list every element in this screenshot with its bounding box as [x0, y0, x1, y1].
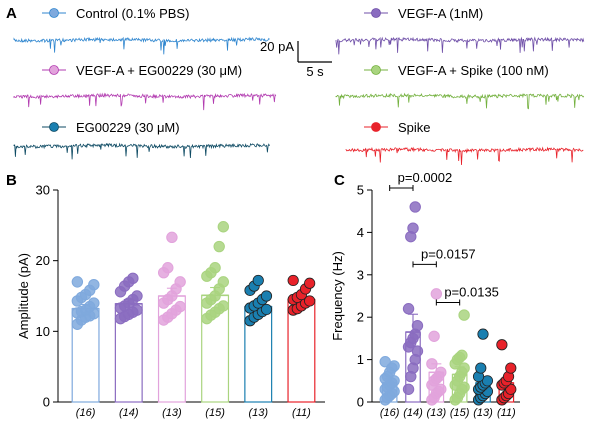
legend-label: EG00229 (30 μM): [76, 120, 180, 135]
p-value-label: p=0.0157: [421, 246, 476, 261]
data-point: [430, 288, 443, 300]
y-tick-label: 2: [357, 310, 364, 325]
trace: [13, 92, 277, 111]
data-point: [260, 290, 273, 302]
category-label: (11): [292, 407, 311, 419]
data-point: [217, 276, 230, 288]
y-tick-label: 10: [36, 324, 50, 339]
data-point: [88, 278, 100, 291]
data-point: [481, 375, 494, 387]
data-point: [428, 330, 440, 342]
legend-label: Spike: [398, 120, 431, 135]
legend-marker: [49, 65, 59, 75]
data-point: [174, 276, 186, 288]
data-point: [304, 295, 316, 307]
category-label: (13): [473, 407, 493, 419]
scale-bar-y-label: 20 pA: [260, 39, 294, 54]
data-point: [475, 362, 487, 374]
panel-label-b: B: [6, 172, 17, 189]
data-point: [131, 304, 143, 316]
panel-label-a: A: [6, 5, 17, 22]
legend-marker: [371, 8, 381, 18]
data-point: [409, 201, 421, 213]
legend-marker: [371, 122, 381, 132]
data-point: [458, 309, 470, 321]
category-label: (14): [119, 407, 139, 419]
chart-c: 0 1 2 3 4 5 Frequency (Hz) (16) (14) (13) (15) (13)…: [330, 170, 520, 419]
data-point: [379, 356, 391, 368]
data-point: [217, 221, 230, 233]
trace: [13, 142, 270, 160]
y-tick-label: 20: [36, 253, 50, 268]
data-point: [174, 300, 186, 313]
scale-bar: 20 pA 5 s: [260, 39, 332, 79]
trace: [13, 36, 270, 55]
data-point: [304, 277, 316, 289]
data-point: [260, 303, 273, 316]
data-point: [217, 300, 230, 312]
trace: [345, 146, 584, 166]
category-label: (13): [427, 407, 447, 419]
data-point: [252, 274, 264, 287]
y-tick-label: 3: [357, 267, 364, 282]
trace: [335, 92, 585, 110]
data-point: [88, 297, 100, 309]
legend-label: VEGF-A + EG00229 (30 μM): [76, 63, 242, 78]
data-point: [505, 362, 517, 374]
data-point: [166, 231, 178, 244]
data-point: [209, 262, 221, 274]
category-label: (13): [162, 407, 182, 419]
trace-group: Control (0.1% PBS) VEGF-A (1nM) VEGF-A + E…: [13, 6, 585, 166]
data-point: [426, 358, 438, 370]
p-value-label: p=0.0002: [398, 170, 453, 185]
y-tick-label: 0: [43, 395, 50, 410]
data-point: [131, 290, 143, 302]
data-point: [496, 339, 508, 351]
data-point: [402, 303, 415, 315]
category-label: (15): [450, 407, 470, 419]
y-tick-label: 4: [357, 225, 364, 240]
data-point: [456, 349, 468, 362]
data-point: [477, 328, 489, 340]
data-point: [71, 276, 84, 288]
p-value-label: p=0.0135: [444, 284, 499, 299]
bar: [71, 308, 100, 403]
data-point: [213, 240, 225, 253]
y-tick-label: 5: [357, 183, 364, 198]
data-point: [435, 366, 447, 379]
category-label: (16): [76, 407, 96, 419]
data-point: [411, 319, 424, 332]
y-tick-label: 30: [36, 183, 50, 198]
category-label: (14): [403, 407, 423, 419]
y-tick-label: 1: [357, 352, 364, 367]
scale-bar-x-label: 5 s: [306, 64, 324, 79]
bar: [287, 298, 316, 403]
trace: [335, 36, 585, 55]
legend-marker: [49, 122, 59, 132]
legend-marker: [371, 65, 381, 75]
data-point: [287, 274, 299, 287]
data-point: [162, 262, 174, 274]
data-point: [402, 383, 415, 395]
legend-label: Control (0.1% PBS): [76, 6, 189, 21]
y-tick-label: 0: [357, 395, 364, 410]
category-label: (15): [205, 407, 225, 419]
data-point: [407, 222, 419, 234]
legend-marker: [49, 8, 59, 18]
legend-label: VEGF-A (1nM): [398, 6, 483, 21]
y-axis-label: Frequency (Hz): [330, 251, 345, 341]
category-label: (11): [497, 407, 516, 419]
panel-label-c: C: [334, 172, 345, 189]
category-label: (13): [248, 407, 268, 419]
chart-b: 0 10 20 30 Amplitude (pA) (16) (14) (13) (15) (13…: [16, 183, 325, 419]
data-point: [127, 272, 139, 285]
legend-label: VEGF-A + Spike (100 nM): [398, 63, 549, 78]
category-label: (16): [380, 407, 400, 419]
y-axis-label: Amplitude (pA): [16, 253, 31, 339]
